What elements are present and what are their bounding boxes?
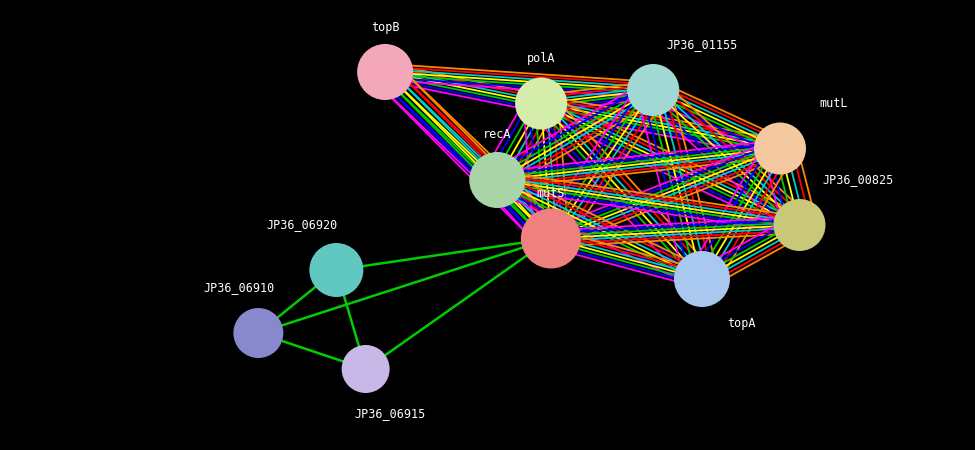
Text: recA: recA bbox=[483, 129, 512, 141]
Ellipse shape bbox=[627, 64, 680, 116]
Text: JP36_06910: JP36_06910 bbox=[203, 282, 275, 294]
Text: polA: polA bbox=[526, 52, 556, 65]
Text: topA: topA bbox=[726, 318, 756, 330]
Text: JP36_00825: JP36_00825 bbox=[822, 174, 894, 186]
Ellipse shape bbox=[233, 308, 284, 358]
Text: JP36_01155: JP36_01155 bbox=[666, 39, 738, 51]
Ellipse shape bbox=[754, 122, 806, 175]
Ellipse shape bbox=[773, 199, 826, 251]
Text: JP36_06920: JP36_06920 bbox=[266, 219, 338, 231]
Ellipse shape bbox=[341, 345, 390, 393]
Ellipse shape bbox=[521, 208, 581, 269]
Ellipse shape bbox=[674, 251, 730, 307]
Text: JP36_06915: JP36_06915 bbox=[354, 408, 426, 420]
Text: mutL: mutL bbox=[819, 97, 848, 110]
Ellipse shape bbox=[469, 152, 526, 208]
Ellipse shape bbox=[515, 77, 567, 130]
Text: topB: topB bbox=[370, 21, 400, 33]
Ellipse shape bbox=[357, 44, 413, 100]
Text: mutS: mutS bbox=[536, 187, 565, 200]
Ellipse shape bbox=[309, 243, 364, 297]
